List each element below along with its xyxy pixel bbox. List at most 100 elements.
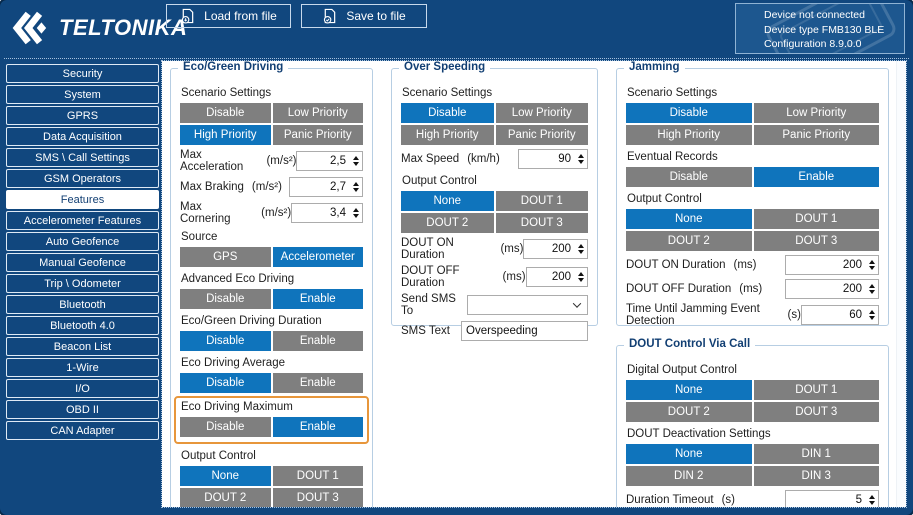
over-speeding-title: Over Speeding	[399, 61, 491, 73]
duration-enable-button[interactable]: Enable	[272, 331, 363, 351]
jam-dout-off-input[interactable]: 200	[785, 279, 879, 299]
source-accelerometer-button[interactable]: Accelerometer	[272, 247, 363, 267]
over-dout-off-input[interactable]: 200	[525, 267, 588, 287]
over-low-priority-button[interactable]: Low Priority	[495, 103, 588, 123]
eco-panic-priority-button[interactable]: Panic Priority	[272, 125, 363, 145]
over-scenario-settings-label: Scenario Settings	[402, 87, 493, 99]
eventual-disable-button[interactable]: Disable	[626, 167, 752, 187]
sidebar-item-auto-geofence[interactable]: Auto Geofence	[6, 232, 159, 251]
over-speeding-panel: Over Speeding Scenario Settings Disable …	[391, 61, 598, 341]
duration-timeout-spinner[interactable]	[865, 491, 878, 507]
jam-output-dout1-button[interactable]: DOUT 1	[753, 209, 879, 229]
max-cornering-input[interactable]: 3,4	[291, 203, 363, 223]
jam-detection-spinner[interactable]	[865, 306, 878, 324]
jam-detection-input[interactable]: 60	[800, 305, 879, 325]
jam-low-priority-button[interactable]: Low Priority	[753, 103, 879, 123]
eco-output-dout3-button[interactable]: DOUT 3	[272, 488, 363, 507]
sidebar-item-security[interactable]: Security	[6, 64, 159, 83]
jam-output-dout3-button[interactable]: DOUT 3	[753, 231, 879, 251]
over-output-dout1-button[interactable]: DOUT 1	[495, 191, 588, 211]
sidebar-item-gsm-operators[interactable]: GSM Operators	[6, 169, 159, 188]
max-speed-spinner[interactable]	[574, 150, 587, 168]
jam-output-none-button[interactable]: None	[626, 209, 752, 229]
deact-din1-button[interactable]: DIN 1	[753, 444, 879, 464]
jam-dout-on-spinner[interactable]	[865, 256, 878, 274]
deact-none-button[interactable]: None	[626, 444, 752, 464]
send-sms-to-label: Send SMS To	[401, 293, 456, 317]
jam-output-dout2-button[interactable]: DOUT 2	[626, 231, 752, 251]
maximum-enable-button[interactable]: Enable	[272, 417, 363, 437]
doc-dout1-button[interactable]: DOUT 1	[753, 380, 879, 400]
deact-din3-button[interactable]: DIN 3	[753, 466, 879, 486]
source-gps-button[interactable]: GPS	[180, 247, 271, 267]
doc-dout2-button[interactable]: DOUT 2	[626, 402, 752, 422]
eco-maximum-highlight: Eco Driving Maximum Disable Enable	[174, 396, 369, 444]
deact-din2-button[interactable]: DIN 2	[626, 466, 752, 486]
jamming-title: Jamming	[624, 61, 685, 73]
sidebar-item-can-adapter[interactable]: CAN Adapter	[6, 421, 159, 440]
eventual-enable-button[interactable]: Enable	[753, 167, 879, 187]
jam-dout-on-input[interactable]: 200	[785, 255, 879, 275]
over-output-dout2-button[interactable]: DOUT 2	[401, 213, 494, 233]
sidebar-item-io[interactable]: I/O	[6, 379, 159, 398]
sidebar-item-1-wire[interactable]: 1-Wire	[6, 358, 159, 377]
over-disable-button[interactable]: Disable	[401, 103, 494, 123]
sidebar-item-features[interactable]: Features	[6, 190, 159, 209]
over-dout-off-spinner[interactable]	[574, 268, 587, 286]
max-cornering-spinner[interactable]	[349, 204, 362, 222]
sidebar-item-gprs[interactable]: GPRS	[6, 106, 159, 125]
over-dout-off-row: DOUT OFF Duration (ms) 200	[401, 265, 588, 289]
max-speed-input[interactable]: 90	[518, 149, 588, 169]
jam-panic-priority-button[interactable]: Panic Priority	[753, 125, 879, 145]
sidebar-item-data-acquisition[interactable]: Data Acquisition	[6, 127, 159, 146]
load-from-file-button[interactable]: Load from file	[166, 4, 291, 28]
eco-low-priority-button[interactable]: Low Priority	[272, 103, 363, 123]
jam-high-priority-button[interactable]: High Priority	[626, 125, 752, 145]
eco-high-priority-button[interactable]: High Priority	[180, 125, 271, 145]
over-dout-on-spinner[interactable]	[574, 240, 587, 258]
max-braking-spinner[interactable]	[349, 178, 362, 196]
sidebar-item-bluetooth-40[interactable]: Bluetooth 4.0	[6, 316, 159, 335]
sms-text-input[interactable]: Overspeeding	[461, 321, 588, 341]
sidebar-item-bluetooth[interactable]: Bluetooth	[6, 295, 159, 314]
average-enable-button[interactable]: Enable	[272, 373, 363, 393]
over-panic-priority-button[interactable]: Panic Priority	[495, 125, 588, 145]
over-output-dout3-button[interactable]: DOUT 3	[495, 213, 588, 233]
max-braking-label: Max Braking	[180, 181, 244, 193]
advanced-disable-button[interactable]: Disable	[180, 289, 271, 309]
header-divider	[4, 58, 909, 59]
max-acceleration-spinner[interactable]	[349, 152, 362, 170]
sidebar-item-accelerometer-features[interactable]: Accelerometer Features	[6, 211, 159, 230]
send-sms-to-dropdown[interactable]	[467, 295, 588, 315]
configuration-line: Configuration 8.9.0.0	[764, 38, 862, 51]
max-acceleration-input[interactable]: 2,5	[296, 151, 363, 171]
sidebar-item-obd-ii[interactable]: OBD II	[6, 400, 159, 419]
doc-dout3-button[interactable]: DOUT 3	[753, 402, 879, 422]
save-to-file-label: Save to file	[346, 9, 406, 23]
duration-disable-button[interactable]: Disable	[180, 331, 271, 351]
over-output-none-button[interactable]: None	[401, 191, 494, 211]
eco-output-dout1-button[interactable]: DOUT 1	[272, 466, 363, 486]
duration-timeout-input[interactable]: 5	[785, 490, 879, 507]
max-braking-input[interactable]: 2,7	[289, 177, 363, 197]
over-high-priority-button[interactable]: High Priority	[401, 125, 494, 145]
jam-disable-button[interactable]: Disable	[626, 103, 752, 123]
sidebar-item-system[interactable]: System	[6, 85, 159, 104]
scrollbar-track[interactable]	[896, 61, 906, 507]
jam-dout-off-spinner[interactable]	[865, 280, 878, 298]
over-dout-off-label: DOUT OFF Duration	[401, 265, 460, 289]
save-to-file-button[interactable]: Save to file	[301, 4, 427, 28]
jam-detection-unit: (s)	[787, 309, 801, 321]
sidebar-item-manual-geofence[interactable]: Manual Geofence	[6, 253, 159, 272]
eco-output-none-button[interactable]: None	[180, 466, 271, 486]
sidebar-item-trip-odometer[interactable]: Trip \ Odometer	[6, 274, 159, 293]
over-dout-on-input[interactable]: 200	[523, 239, 588, 259]
sidebar-item-beacon-list[interactable]: Beacon List	[6, 337, 159, 356]
eco-output-dout2-button[interactable]: DOUT 2	[180, 488, 271, 507]
sidebar-item-sms-call-settings[interactable]: SMS \ Call Settings	[6, 148, 159, 167]
maximum-disable-button[interactable]: Disable	[180, 417, 271, 437]
average-disable-button[interactable]: Disable	[180, 373, 271, 393]
doc-none-button[interactable]: None	[626, 380, 752, 400]
advanced-enable-button[interactable]: Enable	[272, 289, 363, 309]
eco-disable-button[interactable]: Disable	[180, 103, 271, 123]
